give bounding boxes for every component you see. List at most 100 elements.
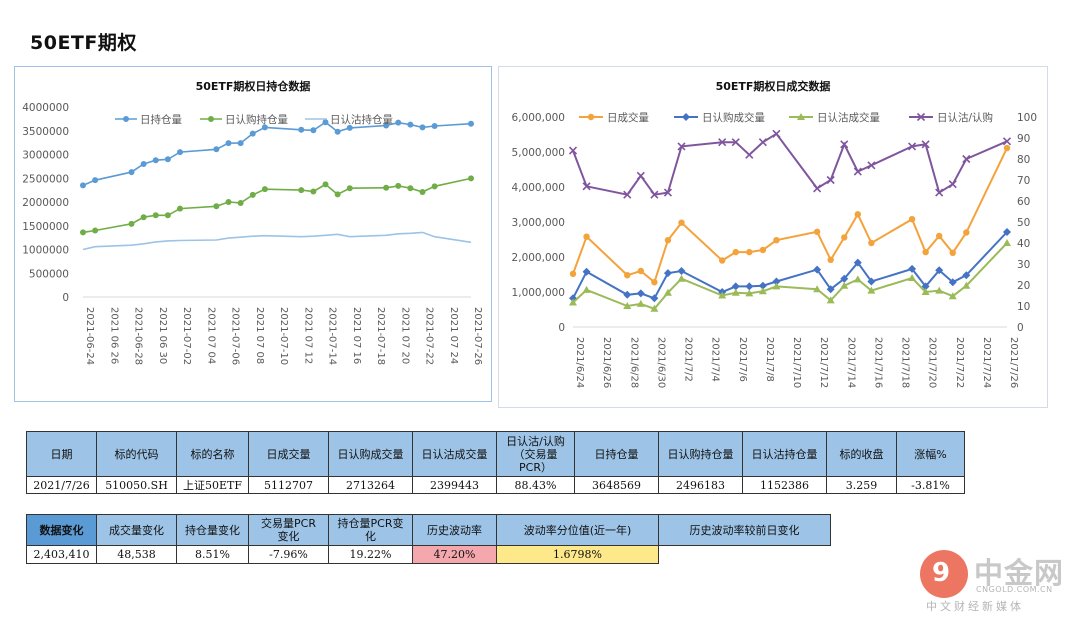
- data-point: [164, 156, 171, 163]
- x-tick-label: 2021 07 08: [254, 307, 265, 364]
- data-point: [758, 138, 767, 147]
- data-point: [636, 289, 645, 298]
- data-point: [128, 169, 135, 176]
- data-point: [921, 140, 930, 149]
- data-point: [583, 233, 590, 240]
- x-tick-label: 2021/7/24: [981, 337, 992, 388]
- data-point: [677, 274, 686, 282]
- data-point: [322, 181, 329, 188]
- holdings-chart-svg: 50ETF期权日持仓数据 0 500000 1000000 1500000 200000…: [22, 79, 483, 365]
- data-point: [346, 185, 353, 192]
- data-point: [908, 274, 917, 281]
- x-tick-label: 2021 07 12: [302, 307, 313, 364]
- data-point: [637, 267, 645, 275]
- x-tick-label: 2021 07 20: [399, 307, 410, 364]
- data-point: [623, 190, 632, 199]
- data-point: [813, 285, 822, 293]
- x-tick-label: 2021 07 04: [205, 307, 216, 364]
- data-point: [826, 296, 835, 304]
- table-cell: 1.6798%: [496, 545, 659, 564]
- table-header-cell: 波动率分位值(近一年): [496, 514, 659, 546]
- data-point: [853, 258, 862, 267]
- table-header-cell: 持仓量PCR变化: [328, 514, 413, 546]
- table-cell: 1152386: [742, 476, 827, 494]
- x-tick-label: 2021-06-28: [133, 307, 144, 365]
- data-point: [772, 282, 781, 290]
- data-point: [128, 220, 135, 227]
- y-tick-label: 1500000: [22, 221, 69, 233]
- data-point: [745, 150, 754, 159]
- x-tick-label: 2021/6/24: [574, 337, 585, 388]
- data-point: [395, 119, 402, 126]
- series-line-1: [572, 147, 1008, 284]
- table-header-cell: 日期: [26, 431, 97, 477]
- data-point: [582, 285, 591, 293]
- table-header-cell: 日成交量: [248, 431, 329, 477]
- data-point: [152, 157, 159, 164]
- x-tick-label: 2021-06-24: [84, 307, 95, 365]
- table-cell: 19.22%: [328, 545, 413, 564]
- data-point: [237, 140, 244, 147]
- data-point: [569, 270, 577, 277]
- legend-label: 日认沽持仓量: [330, 113, 393, 126]
- x-tick-label: 2021/7/16: [872, 337, 883, 388]
- data-point: [664, 237, 672, 244]
- data-point: [921, 288, 930, 295]
- x-tick-label: 2021/7/6: [737, 337, 748, 382]
- legend-label: 日认购成交量: [702, 111, 765, 124]
- x-tick-label: 2021-07-26: [472, 307, 483, 365]
- data-point: [407, 185, 414, 192]
- data-point: [468, 120, 474, 127]
- data-point: [745, 289, 754, 297]
- data-point: [935, 286, 944, 294]
- y-left-tick-label: 6,000,000: [512, 112, 565, 124]
- data-point: [663, 269, 672, 278]
- data-point: [249, 130, 256, 137]
- y-tick-label: 3500000: [22, 126, 69, 138]
- table-header-cell: 标的名称: [176, 431, 249, 477]
- y-right-tick-label: 100: [1017, 112, 1037, 124]
- data-point: [921, 282, 930, 291]
- y-tick-label: 3000000: [22, 150, 69, 162]
- summary-data-row: 2021/7/26 510050.SH 上证50ETF 5112707 2713264 2…: [26, 476, 965, 494]
- table-header-cell: 日认沽持仓量: [742, 431, 827, 477]
- cngold-logo-icon: 9: [920, 550, 968, 598]
- data-point: [731, 282, 740, 291]
- data-point: [840, 140, 849, 149]
- series-line-3: [572, 242, 1008, 310]
- data-point: [854, 211, 862, 218]
- legend-label: 日持仓量: [140, 113, 182, 126]
- data-point: [908, 216, 916, 223]
- y-left-tick-label: 4,000,000: [512, 182, 565, 194]
- data-point: [867, 286, 876, 294]
- data-point: [962, 271, 971, 280]
- data-point: [431, 183, 438, 190]
- data-point: [395, 182, 402, 189]
- y-right-tick-label: 20: [1017, 280, 1030, 292]
- table-header-cell: 日认沽/认购 （交易量 PCR）: [496, 431, 575, 477]
- y-tick-label: 2000000: [22, 197, 69, 209]
- legend-marker: [916, 112, 926, 122]
- data-point: [759, 246, 767, 254]
- summary-header-row: 日期 标的代码 标的名称 日成交量 日认购成交量 日认沽成交量 日认沽/认购 （交易量 PCR）…: [26, 431, 965, 477]
- data-point: [650, 294, 659, 303]
- x-tick-label: 2021 07 16: [351, 307, 362, 364]
- volume-chart: 50ETF期权日成交数据 0 1,000,000 2,000,000 3,000,00…: [498, 66, 1048, 408]
- data-point: [1002, 137, 1012, 146]
- data-point: [758, 281, 767, 290]
- table-cell: 2399443: [412, 476, 497, 494]
- data-point: [624, 272, 631, 279]
- data-point: [298, 187, 305, 194]
- data-point: [407, 121, 414, 128]
- data-point: [813, 265, 822, 274]
- data-point: [962, 281, 971, 289]
- y-right-tick-label: 70: [1017, 175, 1030, 187]
- data-point: [383, 122, 390, 129]
- x-tick-label: 2021/7/4: [710, 337, 721, 382]
- data-point: [582, 267, 591, 276]
- y-tick-label: 0: [62, 292, 69, 304]
- table-cell: 5112707: [248, 476, 329, 494]
- y-right-tick-label: 30: [1017, 259, 1030, 271]
- y-right-tick-label: 40: [1017, 238, 1030, 250]
- summary-table: 日期 标的代码 标的名称 日成交量 日认购成交量 日认沽成交量 日认沽/认购 （交易量 PCR）…: [26, 431, 965, 494]
